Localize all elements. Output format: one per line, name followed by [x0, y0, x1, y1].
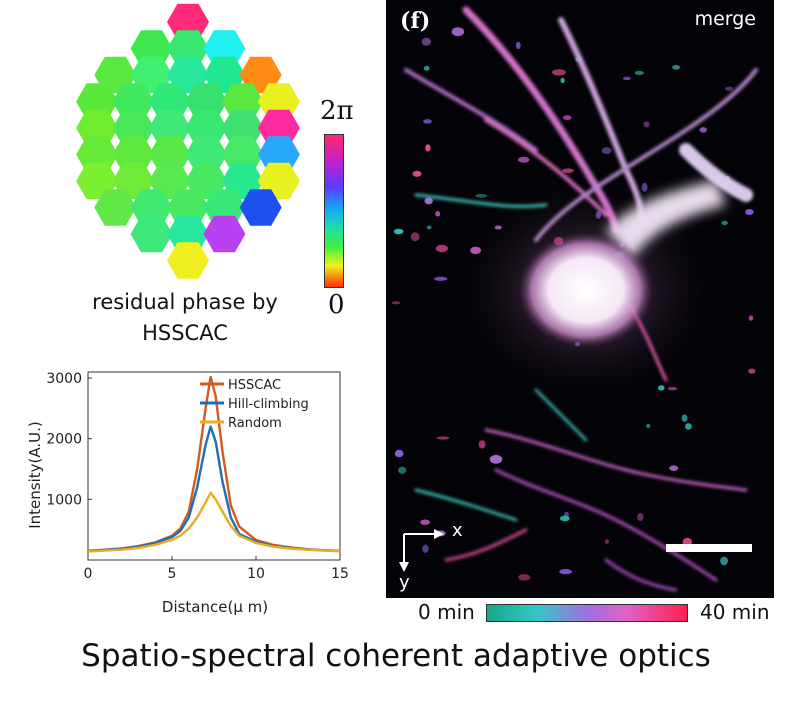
dendrites [404, 6, 758, 592]
puncta [433, 276, 448, 281]
y-tick-label: 1000 [46, 492, 82, 508]
puncta [658, 385, 665, 391]
puncta [745, 209, 754, 215]
puncta [562, 168, 574, 173]
puncta [559, 515, 570, 522]
puncta [391, 301, 401, 305]
puncta [489, 454, 503, 464]
neuron-micrograph: x y (f) merge [386, 0, 774, 598]
hex-caption-line1: residual phase by [92, 290, 278, 314]
puncta [748, 368, 756, 374]
puncta [643, 121, 650, 128]
puncta [721, 220, 728, 226]
puncta [595, 211, 602, 219]
scale-bar [666, 544, 752, 552]
hex-segment [94, 189, 137, 226]
puncta [552, 69, 566, 76]
legend-label: HSSCAC [228, 378, 281, 393]
puncta [518, 156, 530, 163]
puncta [412, 170, 422, 177]
puncta [601, 147, 612, 155]
hex-caption-line2: HSSCAC [142, 321, 228, 345]
legend-label: Hill-climbing [228, 397, 309, 412]
x-tick-label: 0 [84, 566, 93, 582]
hex-caption: residual phase by HSSCAC [40, 287, 330, 349]
legend-label: Random [228, 416, 282, 431]
puncta [681, 414, 688, 422]
series-line-hill-climbing [87, 425, 341, 553]
puncta [393, 228, 404, 235]
x-tick-label: 15 [331, 566, 349, 582]
puncta [436, 436, 450, 440]
puncta [451, 27, 465, 37]
puncta [641, 182, 648, 192]
puncta [426, 225, 432, 230]
puncta [725, 86, 734, 91]
puncta [604, 539, 609, 544]
puncta [478, 440, 486, 449]
puncta [421, 37, 431, 46]
panel-label: (f) [400, 8, 431, 34]
puncta [435, 211, 441, 217]
colorbar-min-label: 0 [328, 290, 345, 320]
hex-segment [239, 189, 282, 226]
puncta [494, 225, 502, 230]
puncta [423, 65, 430, 71]
puncta [559, 568, 572, 575]
micrograph-image: x y [391, 6, 758, 593]
x-tick-label: 10 [247, 566, 265, 582]
puncta [637, 513, 644, 521]
axis-x-label: x [452, 520, 463, 541]
axis-indicator [399, 529, 444, 572]
axis-y-label: y [399, 572, 410, 593]
puncta [672, 64, 681, 70]
y-axis-label: Intensity(A.U.) [26, 421, 44, 529]
puncta [410, 232, 420, 242]
x-tick-label: 5 [168, 566, 177, 582]
hex-segment [203, 215, 246, 253]
hex-segment [130, 215, 173, 253]
colorbar-max-label: 2π [320, 96, 354, 126]
puncta [422, 544, 429, 553]
puncta [699, 127, 707, 133]
figure-caption: Spatio-spectral coherent adaptive optics [81, 638, 711, 674]
soma [518, 232, 654, 348]
puncta [646, 423, 651, 429]
puncta [667, 387, 678, 391]
puncta [720, 556, 728, 566]
puncta [470, 246, 481, 255]
puncta [518, 574, 531, 581]
puncta [622, 76, 631, 81]
puncta [748, 315, 754, 321]
time-bar-end-label: 40 min [700, 600, 770, 624]
puncta [560, 77, 565, 84]
puncta [425, 144, 431, 152]
puncta [516, 41, 521, 50]
y-tick-label: 2000 [46, 432, 82, 448]
puncta [424, 197, 433, 205]
puncta [423, 119, 432, 124]
puncta [562, 115, 572, 121]
soma-neck [606, 180, 726, 260]
plot-frame [87, 371, 341, 561]
puncta [394, 449, 404, 458]
puncta [475, 193, 488, 198]
x-axis-label: Distance(μ m) [162, 598, 268, 616]
puncta [398, 466, 407, 474]
hex-segment [167, 242, 209, 279]
puncta [685, 423, 692, 430]
puncta [435, 244, 448, 253]
y-tick-label: 3000 [46, 371, 82, 387]
intensity-line-chart: Intensity(A.U.) Distance(μ m) 0 5 10 15 1000… [26, 371, 349, 616]
time-bar-start-label: 0 min [418, 600, 475, 624]
puncta [420, 519, 430, 525]
series-line-random [87, 491, 341, 553]
time-colorbar [486, 604, 688, 622]
channel-label: merge [694, 8, 756, 30]
puncta [669, 465, 679, 472]
puncta [634, 70, 644, 76]
hex-phase-map [76, 3, 300, 279]
colorbar-gradient [324, 134, 344, 288]
